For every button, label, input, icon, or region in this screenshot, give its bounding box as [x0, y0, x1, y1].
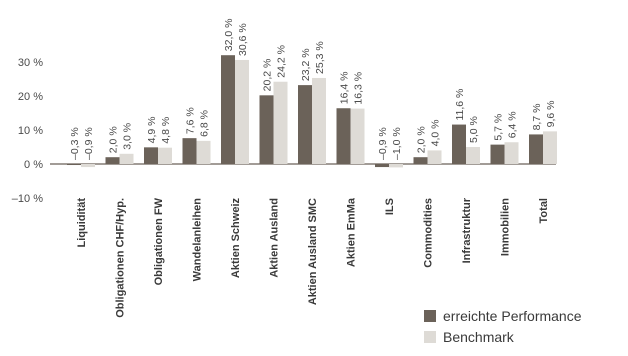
data-label-performance: 16,4 % — [339, 72, 351, 105]
legend: erreichte Performance Benchmark — [424, 305, 582, 347]
legend-swatch-performance — [424, 309, 436, 322]
category-label: Wandelanleihen — [192, 198, 204, 282]
bar-performance — [298, 85, 312, 164]
data-label-performance: 11,6 % — [454, 89, 466, 121]
data-label-performance: –0,3 % — [69, 127, 81, 160]
bar-performance — [67, 164, 81, 166]
bar-performance — [182, 138, 197, 164]
bar-performance — [259, 95, 274, 164]
category-label: ILS — [384, 198, 396, 215]
bar-benchmark — [235, 59, 249, 164]
category-label: Immobilien — [500, 198, 512, 256]
category-labels: Liquidität Obligationen CHF/Hyp. Obligatio… — [76, 197, 550, 318]
y-tick-label: 0 % — [24, 159, 43, 171]
category-label: Commodities — [423, 198, 435, 268]
category-label: Total — [538, 198, 550, 223]
data-labels: –0,3 % –0,9 % 2,0 % 3,0 % 4,9 % 4,8 % 7,6 % 6,8… — [69, 18, 557, 160]
bar-benchmark — [389, 164, 403, 168]
legend-swatch-benchmark — [424, 330, 436, 343]
legend-item-benchmark: Benchmark — [424, 326, 582, 347]
bar-benchmark — [466, 147, 480, 164]
data-label-performance: 7,6 % — [185, 107, 197, 134]
data-label-performance: 23,2 % — [300, 48, 312, 81]
data-label-benchmark: 6,4 % — [507, 111, 519, 138]
bar-performance — [105, 157, 120, 164]
data-label-benchmark: 3,0 % — [122, 123, 134, 150]
data-label-performance: 5,7 % — [493, 114, 505, 141]
data-label-performance: 20,2 % — [262, 59, 274, 92]
category-label: Liquidität — [76, 198, 88, 248]
bar-performance — [529, 134, 543, 164]
data-label-benchmark: 6,8 % — [199, 110, 211, 137]
bar-performance — [221, 55, 235, 165]
bars — [67, 55, 557, 168]
bar-benchmark — [504, 142, 519, 164]
bar-benchmark — [81, 164, 95, 168]
data-label-benchmark: 25,3 % — [314, 41, 326, 74]
y-tick-label: 10 % — [18, 125, 43, 137]
legend-label-benchmark: Benchmark — [443, 328, 514, 345]
data-label-benchmark: –1,0 % — [391, 127, 403, 160]
bar-performance — [144, 147, 158, 164]
data-label-benchmark: 16,3 % — [353, 72, 365, 105]
bar-benchmark — [119, 153, 134, 164]
data-label-benchmark: 4,0 % — [430, 120, 442, 147]
bar-benchmark — [350, 108, 365, 164]
data-label-performance: 32,0 % — [223, 18, 235, 51]
bar-benchmark — [427, 150, 442, 164]
category-label: Aktien Schweiz — [230, 198, 242, 279]
data-label-benchmark: 4,8 % — [160, 117, 172, 144]
data-label-performance: 8,7 % — [531, 104, 543, 131]
legend-item-performance: erreichte Performance — [424, 305, 582, 326]
category-label: Obligationen CHF/Hyp. — [115, 198, 127, 318]
category-label: Obligationen FW — [153, 197, 165, 285]
category-label: Aktien EmMa — [346, 197, 358, 267]
category-label: Aktien Ausland SMC — [307, 198, 319, 305]
y-tick-label: 20 % — [18, 91, 43, 103]
bar-benchmark — [543, 131, 557, 164]
bar-benchmark — [196, 140, 211, 164]
legend-label-performance: erreichte Performance — [443, 307, 582, 324]
category-label: Infrastruktur — [461, 197, 473, 263]
data-label-benchmark: 30,6 % — [237, 23, 249, 56]
data-label-performance: 2,0 % — [416, 126, 428, 153]
data-label-benchmark: –0,9 % — [83, 127, 95, 160]
bar-performance — [490, 144, 505, 164]
bar-benchmark — [273, 81, 288, 164]
data-label-benchmark: 24,2 % — [276, 45, 288, 78]
y-tick-label: –10 % — [12, 193, 43, 205]
bar-benchmark — [312, 77, 326, 164]
bar-performance — [336, 108, 351, 164]
data-label-performance: 2,0 % — [108, 126, 120, 153]
bar-performance — [413, 157, 428, 164]
data-label-performance: 4,9 % — [146, 116, 158, 143]
bar-performance — [375, 164, 389, 168]
bar-benchmark — [158, 147, 172, 164]
data-label-benchmark: 9,6 % — [545, 101, 557, 128]
data-label-benchmark: 5,0 % — [468, 116, 480, 143]
category-label: Aktien Ausland — [269, 198, 281, 278]
data-label-performance: –0,9 % — [377, 127, 389, 160]
bar-performance — [452, 124, 466, 164]
y-tick-label: 30 % — [18, 57, 43, 69]
